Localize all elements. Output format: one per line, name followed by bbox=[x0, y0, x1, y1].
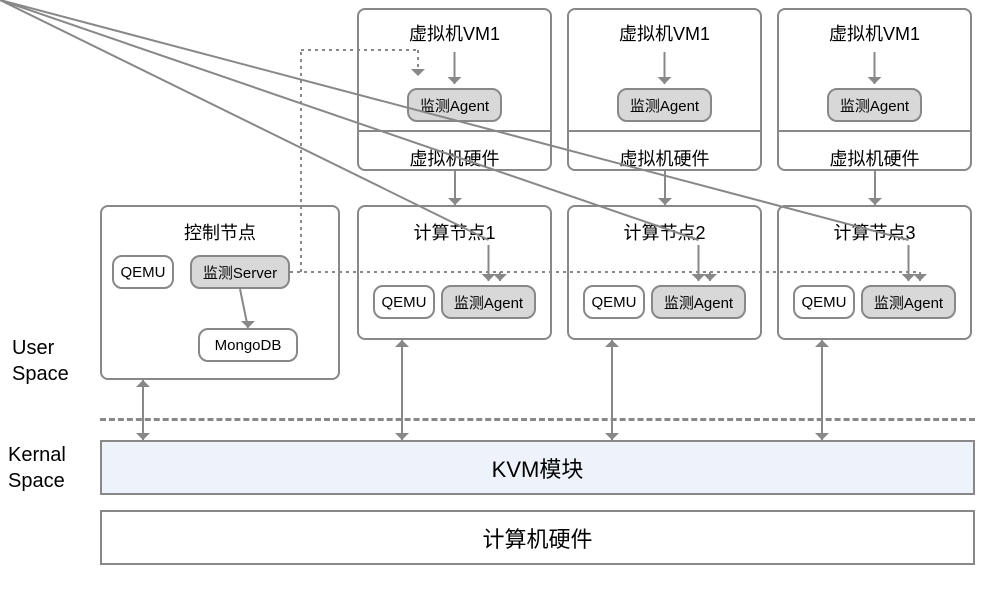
monitor-agent-chip: 监测Agent bbox=[827, 88, 922, 122]
compute-node-title: 计算节点1 bbox=[359, 219, 550, 245]
compute-node-title: 计算节点3 bbox=[779, 219, 970, 245]
vm-divider bbox=[777, 130, 972, 132]
qemu-chip: QEMU bbox=[112, 255, 174, 289]
vm-title: 虚拟机VM1 bbox=[779, 20, 970, 46]
kernal-space-label: Kernal Space bbox=[8, 442, 66, 494]
vm-hardware-label: 虚拟机硬件 bbox=[357, 145, 552, 171]
monitor-agent-chip: 监测Agent bbox=[617, 88, 712, 122]
vm-hardware-label: 虚拟机硬件 bbox=[567, 145, 762, 171]
vm-hardware-label: 虚拟机硬件 bbox=[777, 145, 972, 171]
diagram-canvas: 虚拟机VM1 监测Agent 虚拟机硬件 虚拟机VM1 监测Agent 虚拟机硬件 虚拟机V… bbox=[0, 0, 1000, 589]
hardware-box: 计算机硬件 bbox=[100, 510, 975, 565]
user-kernel-divider bbox=[100, 418, 975, 421]
vm-divider bbox=[567, 130, 762, 132]
qemu-chip: QEMU bbox=[373, 285, 435, 319]
vm-divider bbox=[357, 130, 552, 132]
qemu-chip: QEMU bbox=[583, 285, 645, 319]
compute-node-title: 计算节点2 bbox=[569, 219, 760, 245]
qemu-chip: QEMU bbox=[793, 285, 855, 319]
compute-node-box: 计算节点3 bbox=[777, 205, 972, 340]
compute-node-box: 计算节点2 bbox=[567, 205, 762, 340]
vm-title: 虚拟机VM1 bbox=[569, 20, 760, 46]
mongodb-chip: MongoDB bbox=[198, 328, 298, 362]
control-node-title: 控制节点 bbox=[102, 219, 338, 245]
monitor-agent-chip: 监测Agent bbox=[651, 285, 746, 319]
kvm-module-box: KVM模块 bbox=[100, 440, 975, 495]
monitor-agent-chip: 监测Agent bbox=[441, 285, 536, 319]
monitor-agent-chip: 监测Agent bbox=[861, 285, 956, 319]
user-space-label: User Space bbox=[12, 335, 69, 387]
vm-title: 虚拟机VM1 bbox=[359, 20, 550, 46]
monitor-agent-chip: 监测Agent bbox=[407, 88, 502, 122]
compute-node-box: 计算节点1 bbox=[357, 205, 552, 340]
monitor-server-chip: 监测Server bbox=[190, 255, 290, 289]
